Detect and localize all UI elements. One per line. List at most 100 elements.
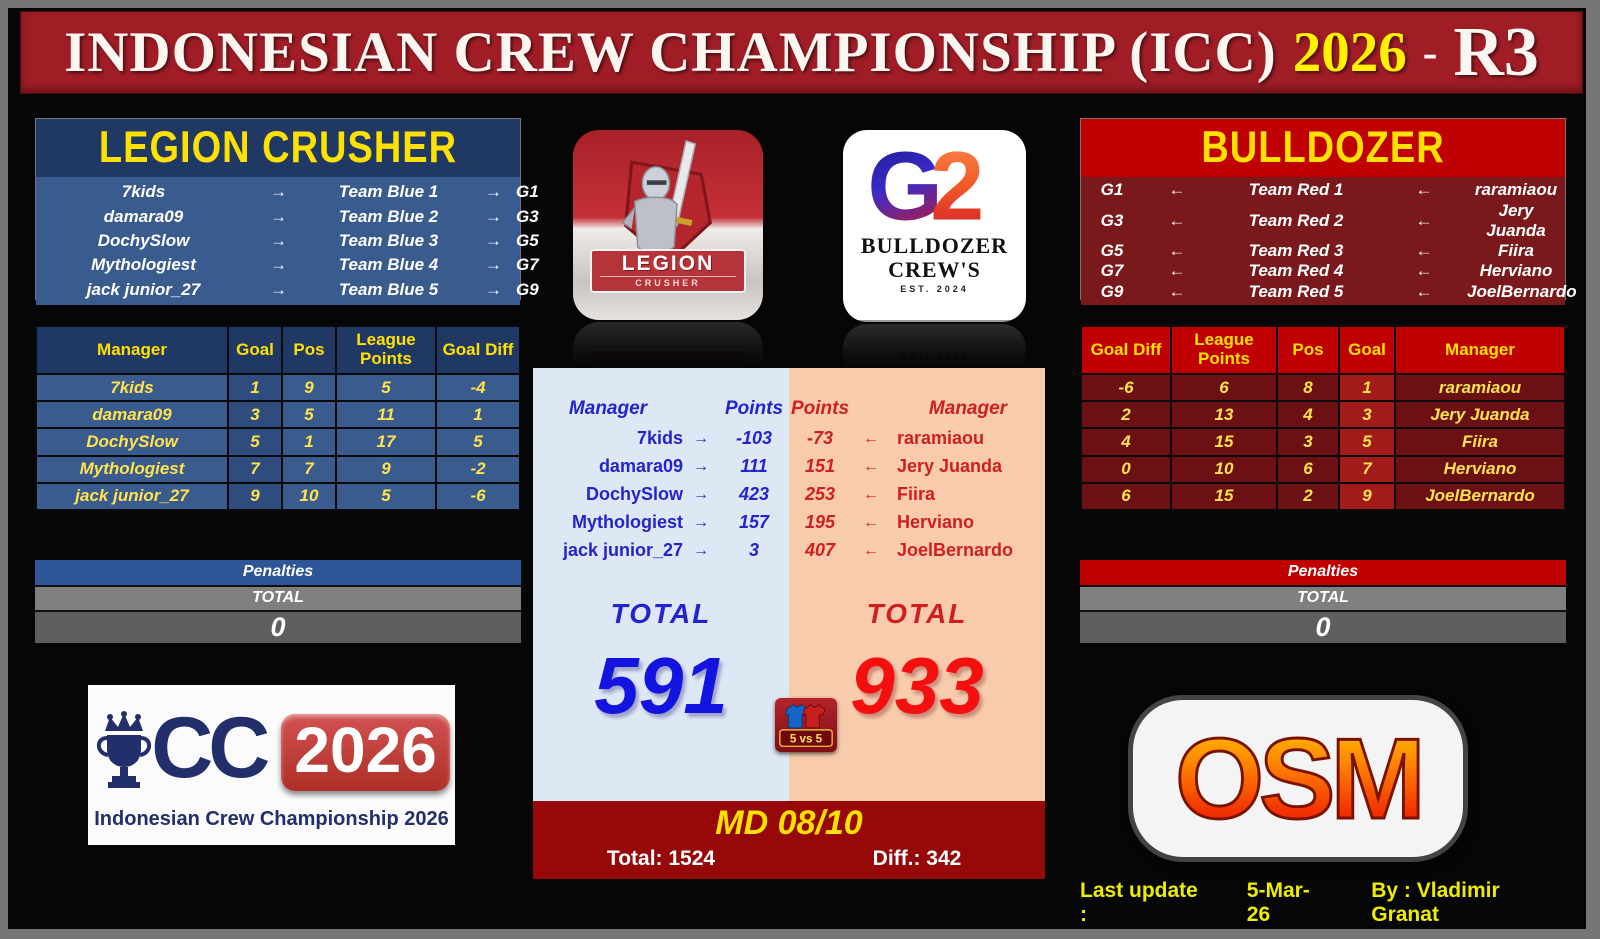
- score-row: 253 ← Fiira: [789, 484, 1045, 504]
- team-slot: Team Red 1: [1248, 180, 1344, 200]
- legion-crusher-logo: LEGION CRUSHER: [573, 130, 763, 320]
- stats-row: 4 15 3 5 Fiira: [1082, 429, 1564, 455]
- cell-pos: 10: [283, 483, 335, 509]
- last-update-date: 5-Mar-26: [1246, 879, 1310, 926]
- title-bar: INDONESIAN CREW CHAMPIONSHIP (ICC) 2026 …: [20, 11, 1583, 94]
- blue-total-label: TOTAL: [610, 598, 712, 629]
- cell-manager: raramiaou: [1396, 375, 1564, 401]
- assignment-row: Mythologiest → Team Blue 4 → G7: [36, 255, 539, 275]
- cell-pos: 5: [283, 402, 335, 428]
- manager-name: DochySlow: [97, 230, 190, 250]
- g2-monogram-icon: G 2: [867, 134, 984, 234]
- cell-goal: 3: [229, 402, 281, 428]
- cell-goal-diff: -2: [437, 456, 519, 482]
- team-slot: Team Blue 4: [338, 255, 439, 275]
- assignment-row: damara09 → Team Blue 2 → G3: [36, 206, 539, 227]
- group-code: G9: [516, 279, 539, 299]
- bulldozer-panel-header: BULLDOZER: [1081, 119, 1565, 177]
- legion-crusher-panel-header: LEGION CRUSHER: [36, 119, 520, 177]
- cell-league-points: 6: [1172, 375, 1276, 401]
- title-round: R3: [1453, 13, 1539, 91]
- cell-pos: 9: [283, 375, 335, 401]
- score-row: 195 ← Herviano: [789, 512, 1045, 532]
- score-points: 3: [748, 540, 759, 560]
- icc-caption: Indonesian Crew Championship 2026: [94, 807, 449, 830]
- bulldozer-panel: BULLDOZER G1 ← Team Red 1 ← raramiaou G3 ← Tea…: [1080, 118, 1577, 305]
- cell-pos: 3: [1278, 429, 1338, 455]
- last-update-label: Last update :: [1080, 879, 1198, 926]
- icc-2026-logo: CC 2026 Indonesian Crew Championship 202…: [88, 685, 455, 845]
- icc-year-box: 2026: [281, 713, 450, 792]
- left-stats-table: Manager Goal Pos League Points Goal Diff…: [35, 325, 521, 511]
- left-arrow-icon: ←: [1415, 281, 1433, 301]
- col-header-goal: Goal: [229, 327, 281, 373]
- manager-name: JoelBernardo: [1467, 281, 1577, 301]
- legion-subname: CRUSHER: [600, 276, 736, 288]
- combined-total: Total: 1524: [606, 847, 716, 870]
- cell-manager: damara09: [37, 402, 227, 428]
- g2-letter-g: G: [867, 134, 943, 234]
- cell-manager: jack junior_27: [37, 483, 227, 509]
- cell-goal-diff: 4: [1082, 429, 1170, 455]
- stats-row: Mythologiest 7 7 9 -2: [37, 456, 519, 482]
- cell-goal: 7: [229, 456, 281, 482]
- right-assignments: G1 ← Team Red 1 ← raramiaou G3 ← Team Red 2 ← Je…: [1081, 177, 1577, 305]
- reflection-fade: [533, 320, 1045, 368]
- score-points: 195: [804, 512, 836, 532]
- legion-crusher-panel: LEGION CRUSHER 7kids → Team Blue 1 → G1 dama…: [35, 118, 539, 305]
- matchday-bar: MD 08/10 Total: 1524 Diff.: 342: [533, 801, 1045, 879]
- manager-name: Mythologiest: [91, 255, 196, 275]
- bulldozer-word: BULLDOZER: [860, 233, 1009, 258]
- score-row: DochySlow → 423: [533, 484, 789, 504]
- right-arrow-icon: →: [693, 485, 709, 503]
- osm-wordmark-icon: OSM: [1174, 714, 1428, 844]
- team-slot: Team Red 4: [1248, 261, 1344, 281]
- left-penalties: Penalties TOTAL 0: [35, 560, 521, 643]
- title-main: INDONESIAN CREW CHAMPIONSHIP (ICC): [64, 21, 1277, 84]
- score-manager: Jery Juanda: [897, 456, 1003, 476]
- manager-name: Jery Juanda: [1486, 200, 1546, 240]
- vs-badge-text: 5 vs 5: [790, 732, 823, 745]
- manager-name: jack junior_27: [86, 279, 201, 299]
- score-difference: Diff.: 342: [872, 847, 962, 870]
- penalties-total-label: TOTAL: [1080, 584, 1566, 612]
- five-vs-five-badge: 5 vs 5: [775, 698, 837, 752]
- icc-year: 2026: [294, 713, 437, 786]
- col-header-goal: Goal: [1340, 327, 1394, 373]
- cell-goal: 5: [229, 429, 281, 455]
- blue-total-score: 591: [594, 641, 728, 730]
- group-code: G7: [516, 255, 539, 275]
- stats-row: 6 15 2 9 JoelBernardo: [1082, 483, 1564, 509]
- right-arrow-icon: →: [270, 279, 287, 299]
- cell-league-points: 10: [1172, 456, 1276, 482]
- manager-name: Herviano: [1479, 261, 1553, 281]
- col-header-goal-diff: Goal Diff: [1082, 327, 1170, 373]
- right-arrow-icon: →: [270, 206, 287, 226]
- cell-goal: 1: [1340, 375, 1394, 401]
- team-slot: Team Red 5: [1248, 281, 1344, 301]
- cell-goal-diff: 2: [1082, 402, 1170, 428]
- group-code: G1: [516, 182, 539, 202]
- cell-goal-diff: 0: [1082, 456, 1170, 482]
- group-code: G3: [1100, 210, 1124, 230]
- score-manager: raramiaou: [897, 428, 985, 448]
- left-arrow-icon: ←: [863, 485, 879, 503]
- footer: Last update : 5-Mar-26 By : Vladimir Gra…: [1080, 879, 1566, 927]
- score-row: Mythologiest → 157: [533, 512, 789, 532]
- cell-goal-diff: 1: [437, 402, 519, 428]
- group-code: G5: [516, 230, 539, 250]
- manager-name: raramiaou: [1474, 180, 1558, 200]
- score-manager: DochySlow: [585, 484, 683, 504]
- score-points: 111: [740, 456, 768, 476]
- stats-row: 2 13 4 3 Jery Juanda: [1082, 402, 1564, 428]
- matchday-totals: Total: 1524 Diff.: 342: [533, 847, 1045, 871]
- cell-league-points: 15: [1172, 483, 1276, 509]
- col-header-pos: Pos: [283, 327, 335, 373]
- team-slot: Team Blue 3: [338, 230, 439, 250]
- matchday-label: MD 08/10: [715, 804, 863, 842]
- cell-league-points: 15: [1172, 429, 1276, 455]
- score-manager: Mythologiest: [572, 512, 683, 532]
- score-row: -73 ← raramiaou: [789, 428, 1045, 448]
- cell-league-points: 13: [1172, 402, 1276, 428]
- red-total-score: 933: [850, 641, 984, 730]
